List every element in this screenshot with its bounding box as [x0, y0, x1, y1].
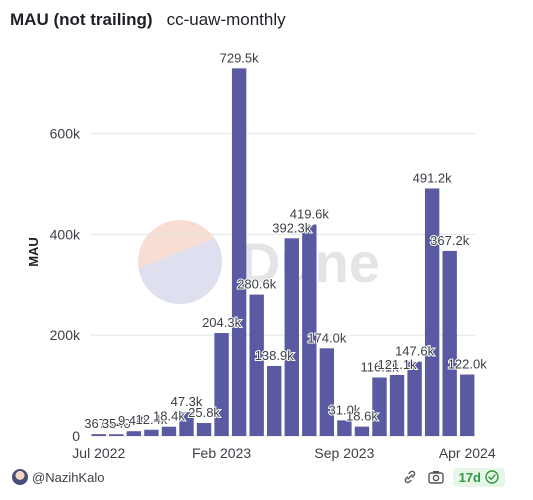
chart-header: MAU (not trailing) cc-uaw-monthly	[10, 10, 286, 30]
x-tick-label: Feb 2023	[192, 445, 251, 461]
data-label: 18.4k	[153, 409, 185, 424]
chart-subtitle: cc-uaw-monthly	[166, 10, 286, 29]
refresh-badge[interactable]: 17d	[452, 467, 505, 487]
data-label: 280.6k	[237, 277, 277, 292]
bar[interactable]	[267, 366, 282, 436]
bar[interactable]	[460, 374, 475, 436]
check-circle-icon	[485, 470, 499, 484]
data-label: 18.6k	[346, 409, 378, 424]
bar[interactable]	[196, 422, 212, 436]
data-label: 116.1k	[360, 359, 399, 374]
avatar[interactable]	[12, 469, 28, 485]
data-label: 174.0k	[307, 330, 347, 345]
bar[interactable]	[389, 374, 405, 436]
data-label: 138.9k	[255, 348, 295, 363]
bar[interactable]	[319, 348, 335, 436]
chart-footer: @NazihKalo 17d	[12, 464, 505, 490]
data-label: 3675	[84, 416, 113, 431]
data-label: 31.0k	[329, 402, 361, 417]
bar[interactable]	[91, 434, 106, 436]
y-tick-label: 400k	[50, 226, 81, 242]
data-label: 121.1k	[378, 357, 418, 372]
bar[interactable]	[354, 426, 370, 436]
data-label: 491.2k	[413, 170, 453, 185]
bar[interactable]	[407, 361, 422, 436]
data-label: 3540	[102, 416, 131, 431]
data-label: 12.4k	[136, 412, 168, 427]
bar[interactable]	[109, 434, 124, 436]
bar[interactable]	[231, 68, 247, 436]
y-tick-label: 600k	[50, 126, 81, 142]
chart-title: MAU (not trailing)	[10, 10, 153, 29]
bar[interactable]	[161, 426, 177, 436]
author-handle[interactable]: @NazihKalo	[32, 469, 105, 485]
x-tick-label: Jul 2022	[72, 445, 125, 461]
data-label: 204.3k	[202, 315, 242, 330]
camera-icon[interactable]	[427, 468, 445, 486]
bar[interactable]	[424, 188, 440, 436]
y-tick-label: 200k	[50, 327, 81, 343]
data-label: 419.6k	[290, 207, 330, 222]
bar[interactable]	[372, 377, 387, 436]
bar[interactable]	[337, 420, 352, 436]
link-icon[interactable]	[401, 468, 419, 486]
bar[interactable]	[126, 431, 142, 436]
x-tick-label: Sep 2023	[314, 445, 374, 461]
data-label: 729.5k	[220, 50, 260, 65]
data-label: 47.3k	[171, 394, 203, 409]
data-label: 367.2k	[430, 233, 470, 248]
data-label: 122.0k	[448, 357, 488, 372]
data-label: 25.8k	[188, 405, 220, 420]
y-axis-label: MAU	[26, 237, 41, 267]
data-label: 147.6k	[395, 344, 435, 359]
data-label: 9.48k	[118, 413, 150, 428]
bar[interactable]	[179, 412, 194, 436]
bar[interactable]	[214, 333, 229, 436]
data-label: 392.3k	[272, 220, 312, 235]
bar[interactable]	[442, 250, 457, 436]
bar[interactable]	[144, 429, 159, 436]
dune-logo-icon	[138, 220, 222, 304]
x-tick-label: Apr 2024	[439, 445, 496, 461]
bar[interactable]	[284, 238, 299, 436]
refresh-age: 17d	[458, 469, 481, 485]
y-tick-label: 0	[72, 428, 80, 444]
bar[interactable]	[302, 224, 317, 436]
bar[interactable]	[249, 294, 264, 436]
